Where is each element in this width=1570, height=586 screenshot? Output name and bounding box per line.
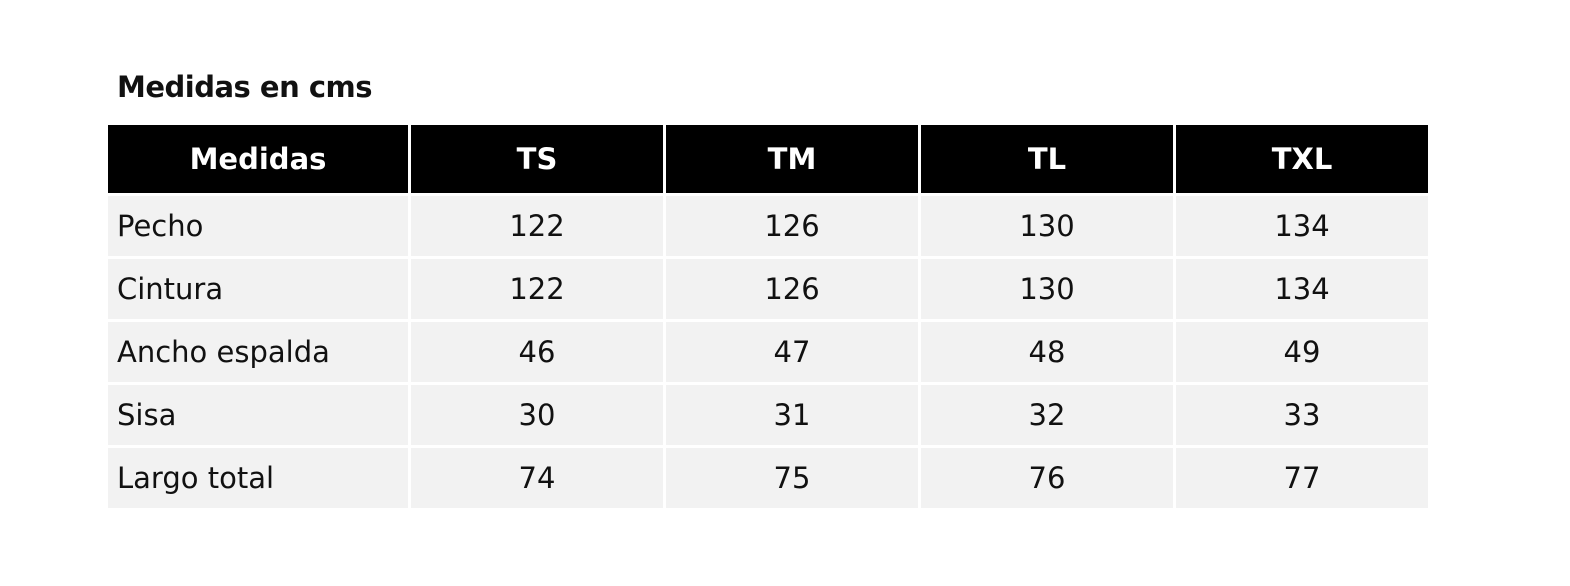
cell: 77 (1176, 448, 1428, 508)
cell: 126 (666, 196, 918, 256)
header-cell: TXL (1176, 125, 1428, 193)
row-label: Sisa (108, 385, 408, 445)
header-row: Medidas TS TM TL TXL (108, 125, 1428, 193)
row-label: Pecho (108, 196, 408, 256)
row-label: Largo total (108, 448, 408, 508)
header-cell: TM (666, 125, 918, 193)
cell: 76 (921, 448, 1173, 508)
cell: 134 (1176, 196, 1428, 256)
cell: 74 (411, 448, 663, 508)
cell: 47 (666, 322, 918, 382)
cell: 122 (411, 196, 663, 256)
table-row: Cintura 122 126 130 134 (108, 259, 1428, 319)
cell: 75 (666, 448, 918, 508)
cell: 49 (1176, 322, 1428, 382)
table-body: Pecho 122 126 130 134 Cintura 122 126 130 134 Anch… (108, 196, 1428, 508)
header-cell: TS (411, 125, 663, 193)
header-cell: TL (921, 125, 1173, 193)
table-row: Largo total 74 75 76 77 (108, 448, 1428, 508)
table-row: Ancho espalda 46 47 48 49 (108, 322, 1428, 382)
table-row: Pecho 122 126 130 134 (108, 196, 1428, 256)
table-row: Sisa 30 31 32 33 (108, 385, 1428, 445)
cell: 30 (411, 385, 663, 445)
cell: 33 (1176, 385, 1428, 445)
cell: 32 (921, 385, 1173, 445)
cell: 48 (921, 322, 1173, 382)
row-label: Ancho espalda (108, 322, 408, 382)
cell: 126 (666, 259, 918, 319)
row-label: Cintura (108, 259, 408, 319)
header-cell: Medidas (108, 125, 408, 193)
cell: 122 (411, 259, 663, 319)
cell: 46 (411, 322, 663, 382)
table-title: Medidas en cms (117, 70, 373, 104)
cell: 31 (666, 385, 918, 445)
cell: 130 (921, 259, 1173, 319)
cell: 130 (921, 196, 1173, 256)
cell: 134 (1176, 259, 1428, 319)
size-table: Medidas TS TM TL TXL Pecho 122 126 130 134 Cintur… (105, 122, 1431, 511)
